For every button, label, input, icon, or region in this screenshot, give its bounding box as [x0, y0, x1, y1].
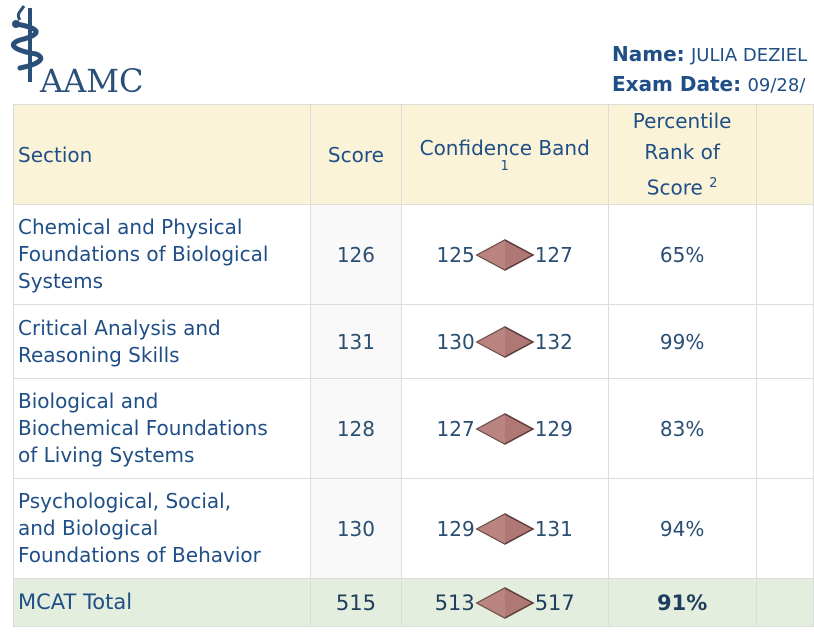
col-header-percentile: Percentile Rank of Score 2 — [607, 104, 757, 205]
confidence-band: 129 131 — [400, 478, 609, 579]
band-range: 129 131 — [437, 512, 573, 546]
score-table: Section Score Confidence Band 1 Percenti… — [12, 104, 814, 627]
band-low: 127 — [436, 416, 475, 441]
score-value: 126 — [310, 204, 402, 305]
percentile-value: 65% — [607, 204, 757, 305]
confidence-footnote-marker: 1 — [500, 158, 509, 174]
extra-cell — [755, 304, 814, 379]
band-high: 131 — [534, 516, 573, 541]
logo-text: AAMC — [40, 62, 144, 100]
score-value: 128 — [310, 378, 402, 479]
table-header-row: Section Score Confidence Band 1 Percenti… — [12, 104, 814, 205]
section-name: Biological and Biochemical Foundations of … — [12, 378, 312, 479]
diamond-icon — [475, 412, 535, 445]
percentile-value: 94% — [607, 478, 757, 579]
extra-cell — [755, 204, 814, 305]
percentile-footnote-marker: 2 — [709, 175, 718, 191]
band-low: 129 — [436, 516, 475, 541]
band-high: 517 — [534, 590, 575, 615]
confidence-band-label: Confidence Band — [419, 135, 590, 160]
candidate-info: Name: JULIA DEZIEL Exam Date: 09/28/ — [612, 40, 807, 100]
section-name-line: of Living Systems — [18, 443, 195, 467]
col-header-extra — [755, 104, 814, 205]
confidence-band: 513 517 — [400, 578, 609, 627]
confidence-band: 127 129 — [400, 378, 609, 479]
section-name-line: Chemical and Physical — [18, 215, 243, 239]
extra-cell — [755, 478, 814, 579]
section-name: Chemical and Physical Foundations of Biol… — [12, 204, 312, 305]
band-low: 125 — [436, 242, 475, 267]
col-header-section: Section — [12, 104, 312, 205]
col-header-confidence-band: Confidence Band 1 — [400, 104, 609, 205]
percentile-label-line1: Percentile — [632, 108, 732, 133]
extra-cell — [755, 578, 814, 627]
percentile-label-line2: Rank of — [644, 139, 720, 164]
col-header-score: Score — [310, 104, 402, 205]
extra-cell — [755, 378, 814, 479]
confidence-band: 125 127 — [400, 204, 609, 305]
percentile-value: 83% — [607, 378, 757, 479]
name-value: JULIA DEZIEL — [691, 45, 808, 66]
band-low: 513 — [434, 590, 475, 615]
section-name: Psychological, Social, and Biological Foun… — [12, 478, 312, 579]
exam-date-line: Exam Date: 09/28/ — [612, 70, 807, 100]
section-name-line: Biological and — [18, 389, 159, 413]
name-line: Name: JULIA DEZIEL — [612, 40, 807, 70]
table-row: Biological and Biochemical Foundations of … — [12, 378, 814, 479]
name-label: Name: — [612, 42, 685, 66]
percentile-value: 99% — [607, 304, 757, 379]
section-name-line: Systems — [18, 269, 103, 293]
section-name-line: Psychological, Social, — [18, 489, 232, 513]
score-value: 131 — [310, 304, 402, 379]
percentile-value: 91% — [607, 578, 757, 627]
band-high: 132 — [534, 329, 573, 354]
section-name-line: Foundations of Behavior — [18, 543, 261, 567]
section-name: MCAT Total — [12, 578, 312, 627]
section-name-line: and Biological — [18, 516, 159, 540]
band-range: 130 132 — [437, 325, 573, 359]
confidence-band: 130 132 — [400, 304, 609, 379]
diamond-icon — [475, 325, 535, 358]
table-row: Critical Analysis and Reasoning Skills 13… — [12, 304, 814, 379]
band-low: 130 — [436, 329, 475, 354]
aamc-logo: AAMC — [10, 4, 150, 100]
percentile-label-line3: Score — [646, 175, 703, 200]
table-row: Psychological, Social, and Biological Foun… — [12, 478, 814, 579]
exam-date-label: Exam Date: — [612, 72, 742, 96]
caduceus-icon — [10, 5, 44, 82]
band-range: 127 129 — [437, 412, 573, 446]
section-name-line: Reasoning Skills — [18, 342, 180, 367]
score-value: 515 — [310, 578, 402, 627]
band-high: 127 — [534, 242, 573, 267]
diamond-icon — [475, 238, 535, 271]
diamond-icon — [475, 586, 535, 619]
section-name-line: Critical Analysis and — [18, 315, 221, 340]
section-name: Critical Analysis and Reasoning Skills — [12, 304, 312, 379]
diamond-icon — [475, 512, 535, 545]
band-high: 129 — [534, 416, 573, 441]
table-row: Chemical and Physical Foundations of Biol… — [12, 204, 814, 305]
exam-date-value: 09/28/ — [747, 75, 806, 96]
score-value: 130 — [310, 478, 402, 579]
band-range: 125 127 — [437, 238, 573, 272]
section-name-line: Foundations of Biological — [18, 242, 269, 266]
band-range: 513 517 — [435, 586, 575, 620]
total-row: MCAT Total 515 513 517 91% — [12, 578, 814, 627]
section-name-line: Biochemical Foundations — [18, 416, 268, 440]
